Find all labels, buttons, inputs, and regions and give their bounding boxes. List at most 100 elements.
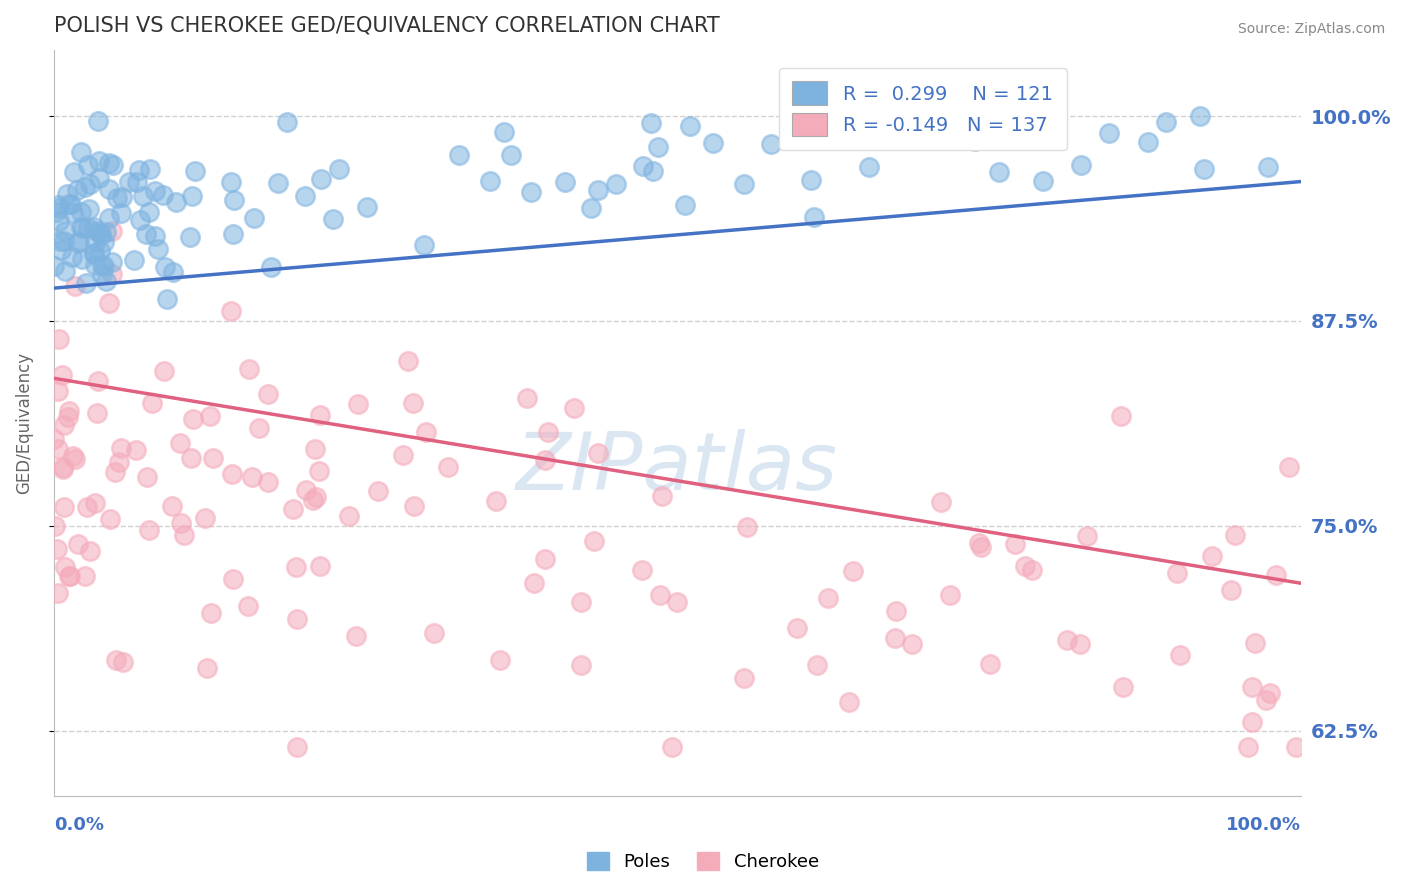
Point [582,533,605,548]
Point [970,540,993,554]
Point [222,194,245,208]
Point [499,148,522,162]
Point [79,177,101,191]
Point [143,184,166,198]
Point [516,391,538,405]
Point [309,558,332,573]
Point [94,274,117,288]
Point [111,655,134,669]
Point [1254,693,1277,707]
Point [533,452,555,467]
Point [367,484,389,499]
Point [89,227,111,241]
Point [146,242,169,256]
Point [661,740,683,755]
Point [267,177,290,191]
Point [478,174,501,188]
Point [1069,637,1091,651]
Point [83,235,105,249]
Point [285,740,308,755]
Point [48,214,70,228]
Point [803,210,825,224]
Point [415,425,437,439]
Point [70,145,93,159]
Point [260,260,283,274]
Point [53,264,76,278]
Point [733,671,755,685]
Point [1070,158,1092,172]
Point [98,512,121,526]
Point [841,564,863,578]
Point [169,516,191,530]
Point [89,244,111,258]
Point [181,411,204,425]
Point [489,653,512,667]
Point [198,409,221,423]
Point [1170,648,1192,662]
Point [53,560,76,574]
Point [46,384,69,398]
Point [579,201,602,215]
Point [58,197,80,211]
Point [858,160,880,174]
Point [1244,636,1267,650]
Point [98,182,121,196]
Point [60,250,83,264]
Point [1278,460,1301,475]
Point [125,175,148,189]
Point [59,196,82,211]
Point [735,519,758,533]
Point [132,189,155,203]
Point [817,591,839,605]
Point [1098,127,1121,141]
Point [152,187,174,202]
Point [1111,409,1133,423]
Text: 100.0%: 100.0% [1226,816,1301,834]
Point [301,493,323,508]
Legend: Poles, Cherokee: Poles, Cherokee [581,845,825,879]
Point [155,260,177,275]
Point [236,599,259,614]
Point [402,396,425,410]
Point [72,221,94,235]
Point [56,409,79,424]
Point [1076,529,1098,543]
Point [257,475,280,489]
Point [221,467,243,481]
Point [485,494,508,508]
Point [534,552,557,566]
Point [138,205,160,219]
Point [631,159,654,173]
Point [62,206,84,220]
Point [979,657,1001,672]
Point [44,432,66,446]
Point [285,612,308,626]
Point [87,374,110,388]
Point [86,406,108,420]
Point [651,489,673,503]
Point [141,396,163,410]
Point [347,397,370,411]
Point [52,462,75,476]
Point [136,469,159,483]
Point [91,267,114,281]
Point [1137,135,1160,149]
Point [103,158,125,172]
Point [1112,681,1135,695]
Point [70,205,93,219]
Point [100,255,122,269]
Point [138,523,160,537]
Point [156,292,179,306]
Point [202,450,225,465]
Text: Source: ZipAtlas.com: Source: ZipAtlas.com [1237,22,1385,37]
Point [281,502,304,516]
Legend: R =  0.299    N = 121, R = -0.149   N = 137: R = 0.299 N = 121, R = -0.149 N = 137 [779,68,1067,150]
Point [111,190,134,204]
Point [195,660,218,674]
Point [160,500,183,514]
Point [75,276,97,290]
Point [62,449,84,463]
Point [520,185,543,199]
Point [666,595,689,609]
Point [49,243,72,257]
